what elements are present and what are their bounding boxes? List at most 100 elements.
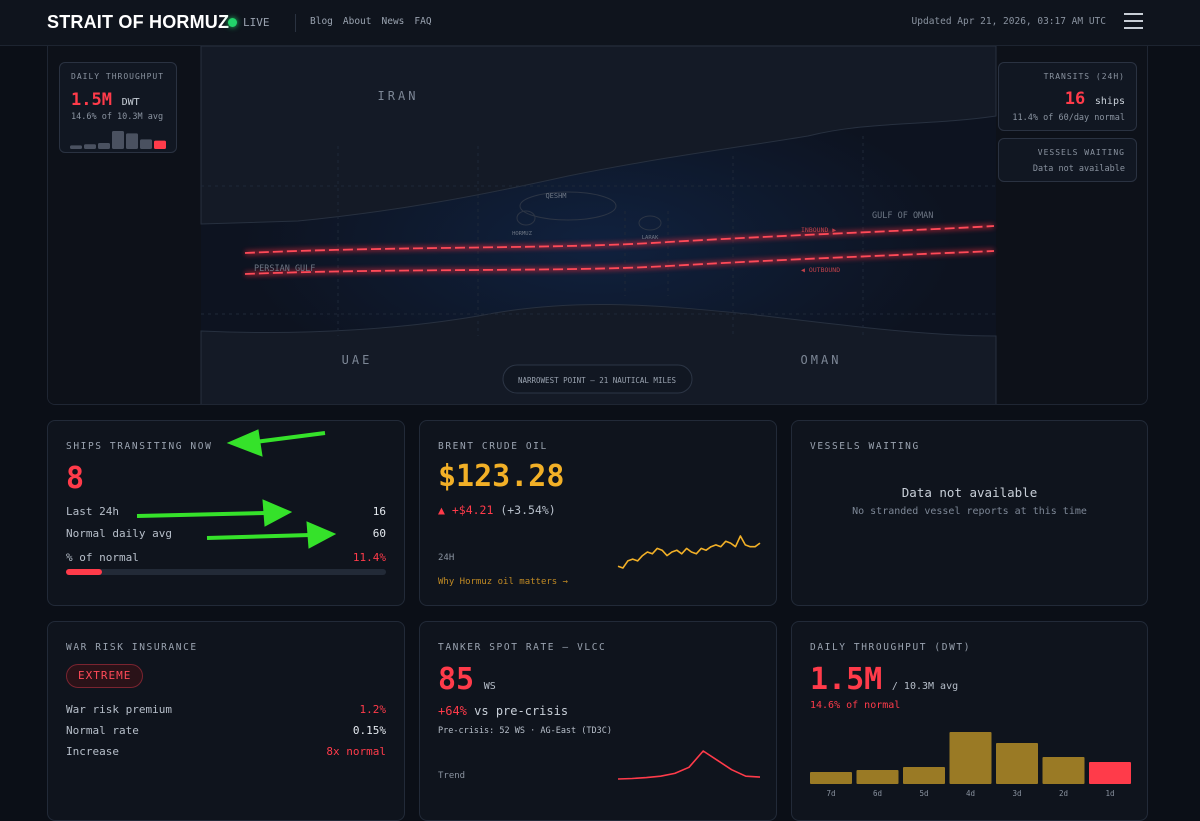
map-label-hormuz: HORMUZ [512, 231, 533, 237]
map-label-outbound: ◀ OUTBOUND [801, 266, 840, 274]
throughput-bar [996, 743, 1038, 784]
insurance-row-label: Increase [66, 745, 119, 758]
ships-row-value: 60 [372, 527, 386, 540]
transits-overlay-value: 16 [1064, 89, 1086, 109]
insurance-row-label: War risk premium [66, 703, 172, 716]
map-label-oman: OMAN [801, 353, 842, 367]
throughput-pct: 14.6% of normal [810, 700, 901, 711]
throughput-value: 1.5M [810, 662, 883, 697]
ships-row-label: Last 24h [66, 505, 119, 518]
waiting-sub: No stranded vessel reports at this time [852, 506, 1087, 517]
insurance-row: Normal rate 0.15% [66, 724, 386, 737]
waiting-card-title: VESSELS WAITING [810, 441, 920, 452]
throughput-overlay: DAILY THROUGHPUT 1.5M DWT 14.6% of 10.3M… [59, 62, 177, 153]
nav-blog[interactable]: Blog [310, 16, 333, 27]
tanker-delta-suffix: vs pre-crisis [474, 704, 569, 718]
ships-transiting-card: SHIPS TRANSITING NOW 8 Last 24h 16 Norma… [47, 420, 405, 606]
mini-bar [154, 140, 166, 149]
waiting-overlay-label: VESSELS WAITING [1037, 148, 1125, 157]
ships-card-title: SHIPS TRANSITING NOW [66, 441, 213, 452]
throughput-overlay-sub: 14.6% of 10.3M avg [71, 112, 164, 122]
tanker-precrisis: Pre-crisis: 52 WS · AG-East (TD3C) [438, 726, 612, 736]
map-label-inbound: INBOUND ▶ [801, 226, 836, 234]
throughput-bar-label: 6d [873, 789, 882, 798]
map-label-gulf-of-oman: GULF OF OMAN [872, 211, 933, 221]
nav-news[interactable]: News [381, 16, 405, 27]
throughput-overlay-label: DAILY THROUGHPUT [71, 72, 165, 81]
ships-row-last24h: Last 24h 16 [66, 505, 386, 518]
throughput-overlay-value: 1.5M [71, 90, 112, 110]
sparkline-series [617, 535, 761, 569]
map-label-iran: IRAN [378, 89, 419, 103]
throughput-bar-label: 4d [966, 789, 975, 798]
updated-timestamp: Updated Apr 21, 2026, 03:17 AM UTC [911, 16, 1106, 27]
throughput-bar-label: 1d [1105, 789, 1114, 798]
brent-link[interactable]: Why Hormuz oil matters → [438, 577, 569, 587]
live-indicator: LIVE [228, 16, 270, 29]
tanker-delta-value: +64% [438, 704, 467, 718]
brent-price: $123.28 [438, 459, 565, 494]
tanker-card-title: TANKER SPOT RATE — VLCC [438, 642, 607, 653]
transits-overlay-unit: ships [1094, 96, 1125, 107]
live-label: LIVE [243, 16, 270, 29]
map-label-larak: LARAK [642, 235, 659, 241]
map-label-qeshm: QESHM [545, 192, 566, 200]
transits-overlay-label: TRANSITS (24H) [1043, 72, 1125, 81]
insurance-row-label: Normal rate [66, 724, 139, 737]
tanker-value: 85 [438, 662, 475, 697]
throughput-card-title: DAILY THROUGHPUT (DWT) [810, 642, 972, 653]
insurance-row: Increase 8x normal [66, 745, 386, 758]
hamburger-menu-icon[interactable] [1124, 13, 1143, 29]
nav-about[interactable]: About [342, 16, 372, 27]
throughput-overlay-unit: DWT [121, 97, 140, 108]
tanker-trend-line [617, 750, 761, 780]
throughput-bar-label: 5d [919, 789, 928, 798]
mini-bar [84, 144, 96, 149]
transits-overlay-sub: 11.4% of 60/day normal [1012, 113, 1125, 123]
transits-overlay: TRANSITS (24H) 16 ships 11.4% of 60/day … [998, 62, 1137, 131]
waiting-overlay-sub: Data not available [1032, 164, 1125, 174]
war-risk-insurance-card: WAR RISK INSURANCE EXTREME War risk prem… [47, 621, 405, 821]
mini-bar [126, 133, 138, 149]
waiting-overlay: VESSELS WAITING Data not available [998, 138, 1137, 182]
top-bar: STRAIT OF HORMUZ LIVE Blog About News FA… [0, 0, 1200, 46]
brent-change: ▲ +$4.21 (+3.54%) [438, 503, 556, 517]
sparkline-series [617, 750, 761, 780]
map-label-persian-gulf: PERSIAN GULF [254, 264, 315, 274]
brent-crude-card: BRENT CRUDE OIL $123.28 ▲ +$4.21 (+3.54%… [419, 420, 777, 606]
ships-row-label: Normal daily avg [66, 527, 172, 540]
ships-row-value: 16 [372, 505, 386, 518]
mini-bar [70, 145, 82, 149]
brent-card-title: BRENT CRUDE OIL [438, 441, 548, 452]
brent-range-label: 24H [438, 553, 455, 563]
throughput-bar [903, 767, 945, 784]
tanker-unit: WS [483, 681, 496, 692]
map-label-uae: UAE [342, 353, 373, 367]
tanker-value-group: 85 WS [438, 662, 496, 697]
throughput-bar-label: 7d [826, 789, 835, 798]
nav-faq[interactable]: FAQ [414, 16, 432, 27]
brent-change-pct: (+3.54%) [500, 503, 556, 517]
brand-title[interactable]: STRAIT OF HORMUZ [47, 12, 230, 32]
mini-bar [112, 131, 124, 149]
throughput-value-group: 1.5M / 10.3M avg [810, 662, 958, 697]
brent-sparkline [617, 535, 761, 569]
brent-change-value: ▲ +$4.21 [438, 503, 494, 517]
ships-pct-label: % of normal [66, 551, 139, 564]
tanker-delta: +64% vs pre-crisis [438, 704, 568, 718]
ships-progress-track [66, 569, 386, 575]
ships-progress-fill [66, 569, 103, 575]
daily-throughput-card: DAILY THROUGHPUT (DWT) 1.5M / 10.3M avg … [791, 621, 1148, 821]
tanker-spot-rate-card: TANKER SPOT RATE — VLCC 85 WS +64% vs pr… [419, 621, 777, 821]
insurance-card-title: WAR RISK INSURANCE [66, 642, 198, 653]
ships-now-value: 8 [66, 461, 85, 496]
throughput-mini-bars [70, 131, 166, 149]
risk-level-badge: EXTREME [66, 664, 144, 688]
vessels-waiting-card: VESSELS WAITING Data not available No st… [791, 420, 1148, 606]
nav-divider [295, 14, 296, 32]
throughput-bar [1089, 762, 1131, 784]
throughput-bar [856, 770, 899, 784]
mini-bar [98, 143, 110, 149]
throughput-bar-label: 2d [1059, 789, 1068, 798]
live-dot-icon [228, 18, 237, 27]
